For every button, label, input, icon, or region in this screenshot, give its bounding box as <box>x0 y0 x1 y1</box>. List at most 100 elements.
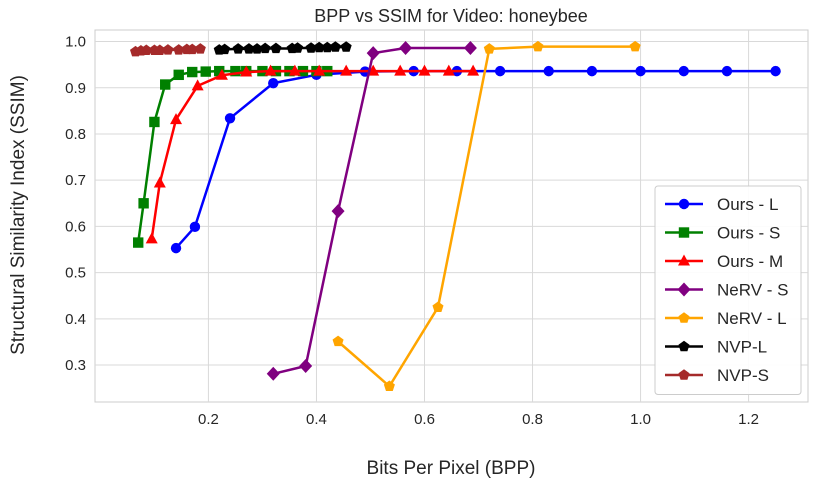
data-point <box>331 204 345 219</box>
legend-marker <box>677 282 691 297</box>
data-point <box>145 232 158 244</box>
data-point <box>215 68 228 80</box>
data-point <box>173 69 184 81</box>
series-nvp-s <box>129 43 206 57</box>
data-point <box>394 64 407 76</box>
data-point <box>259 42 271 54</box>
data-point <box>264 64 277 76</box>
legend-label: Ours - L <box>717 195 778 214</box>
y-axis-label: Structural Similarity Index (SSIM) <box>8 75 29 355</box>
legend: Ours - L Ours - S Ours - M NeRV - S NeRV - L… <box>654 185 802 395</box>
series-nvp-l <box>213 41 352 55</box>
data-point <box>321 41 333 53</box>
data-point <box>230 65 241 77</box>
chart-title: BPP vs SSIM for Video: honeybee <box>314 6 588 26</box>
data-point <box>243 43 255 54</box>
data-point <box>133 237 144 248</box>
data-point <box>305 42 317 53</box>
legend-marker <box>678 227 690 238</box>
data-point <box>442 64 455 76</box>
data-point <box>170 113 183 125</box>
data-point <box>543 65 554 77</box>
data-point <box>189 221 201 233</box>
data-point <box>219 43 231 55</box>
data-point <box>366 46 380 61</box>
data-point <box>251 43 263 54</box>
series-ours-m <box>145 64 480 244</box>
data-point <box>463 41 477 56</box>
data-point <box>532 40 544 52</box>
series-line <box>337 45 636 388</box>
data-point <box>483 43 495 54</box>
x-tick-label: 0.2 <box>198 411 219 428</box>
legend-marker <box>678 198 690 210</box>
data-point <box>494 65 506 77</box>
data-point <box>194 43 206 54</box>
data-point <box>383 380 395 391</box>
data-point <box>629 40 641 52</box>
data-point <box>266 366 280 381</box>
data-point <box>140 44 152 56</box>
data-point <box>329 41 341 52</box>
legend-marker <box>678 340 690 352</box>
data-point <box>162 44 174 55</box>
data-point <box>367 64 380 76</box>
data-point <box>270 42 282 54</box>
x-tick-label: 0.4 <box>306 411 327 428</box>
data-point <box>268 77 279 89</box>
series-line <box>273 46 471 376</box>
data-point <box>340 64 353 76</box>
data-point <box>187 66 198 78</box>
data-point <box>721 65 733 77</box>
legend-label: Ours - S <box>717 224 780 243</box>
data-point <box>214 65 225 77</box>
x-axis-label: Bits Per Pixel (BPP) <box>367 458 536 479</box>
y-tick-label: 0.6 <box>65 218 86 235</box>
data-point <box>467 64 480 76</box>
data-point <box>299 358 313 373</box>
data-point <box>635 65 646 77</box>
y-tick-label: 0.5 <box>65 265 86 282</box>
legend-label: NeRV - S <box>717 281 789 300</box>
data-point <box>160 79 171 90</box>
data-point <box>586 65 598 77</box>
y-tick-label: 0.4 <box>65 311 86 328</box>
data-point <box>678 65 689 77</box>
data-point <box>154 44 166 56</box>
data-point <box>313 64 326 76</box>
data-point <box>224 113 236 124</box>
data-point <box>292 42 304 53</box>
legend-marker <box>678 254 690 266</box>
y-tick-label: 0.3 <box>65 357 86 374</box>
data-point <box>313 41 325 53</box>
legend-marker <box>678 369 690 380</box>
legend-label: NeRV - L <box>717 309 787 328</box>
legend-marker <box>678 312 690 323</box>
data-point <box>240 65 253 77</box>
data-point <box>170 242 182 254</box>
data-point <box>232 43 244 54</box>
data-point <box>399 41 413 56</box>
data-point <box>149 116 160 128</box>
data-point <box>138 198 149 209</box>
data-point <box>770 65 781 77</box>
data-point <box>153 176 166 188</box>
legend-label: Ours - M <box>717 252 783 271</box>
y-tick-label: 0.7 <box>65 172 86 189</box>
data-point <box>200 66 211 77</box>
data-point <box>418 64 431 76</box>
data-point <box>340 41 352 52</box>
data-point <box>332 335 344 347</box>
y-tick-label: 0.9 <box>65 80 86 97</box>
legend-label: NVP-S <box>717 366 769 385</box>
series-nerv-s <box>266 41 477 381</box>
x-tick-label: 0.6 <box>414 411 435 428</box>
y-tick-label: 1.0 <box>65 34 86 51</box>
data-point <box>186 43 198 55</box>
data-point <box>173 44 185 55</box>
x-tick-label: 0.8 <box>522 411 543 428</box>
series-nerv-l <box>332 40 641 391</box>
y-tick-label: 0.8 <box>65 126 86 143</box>
data-point <box>288 64 301 76</box>
